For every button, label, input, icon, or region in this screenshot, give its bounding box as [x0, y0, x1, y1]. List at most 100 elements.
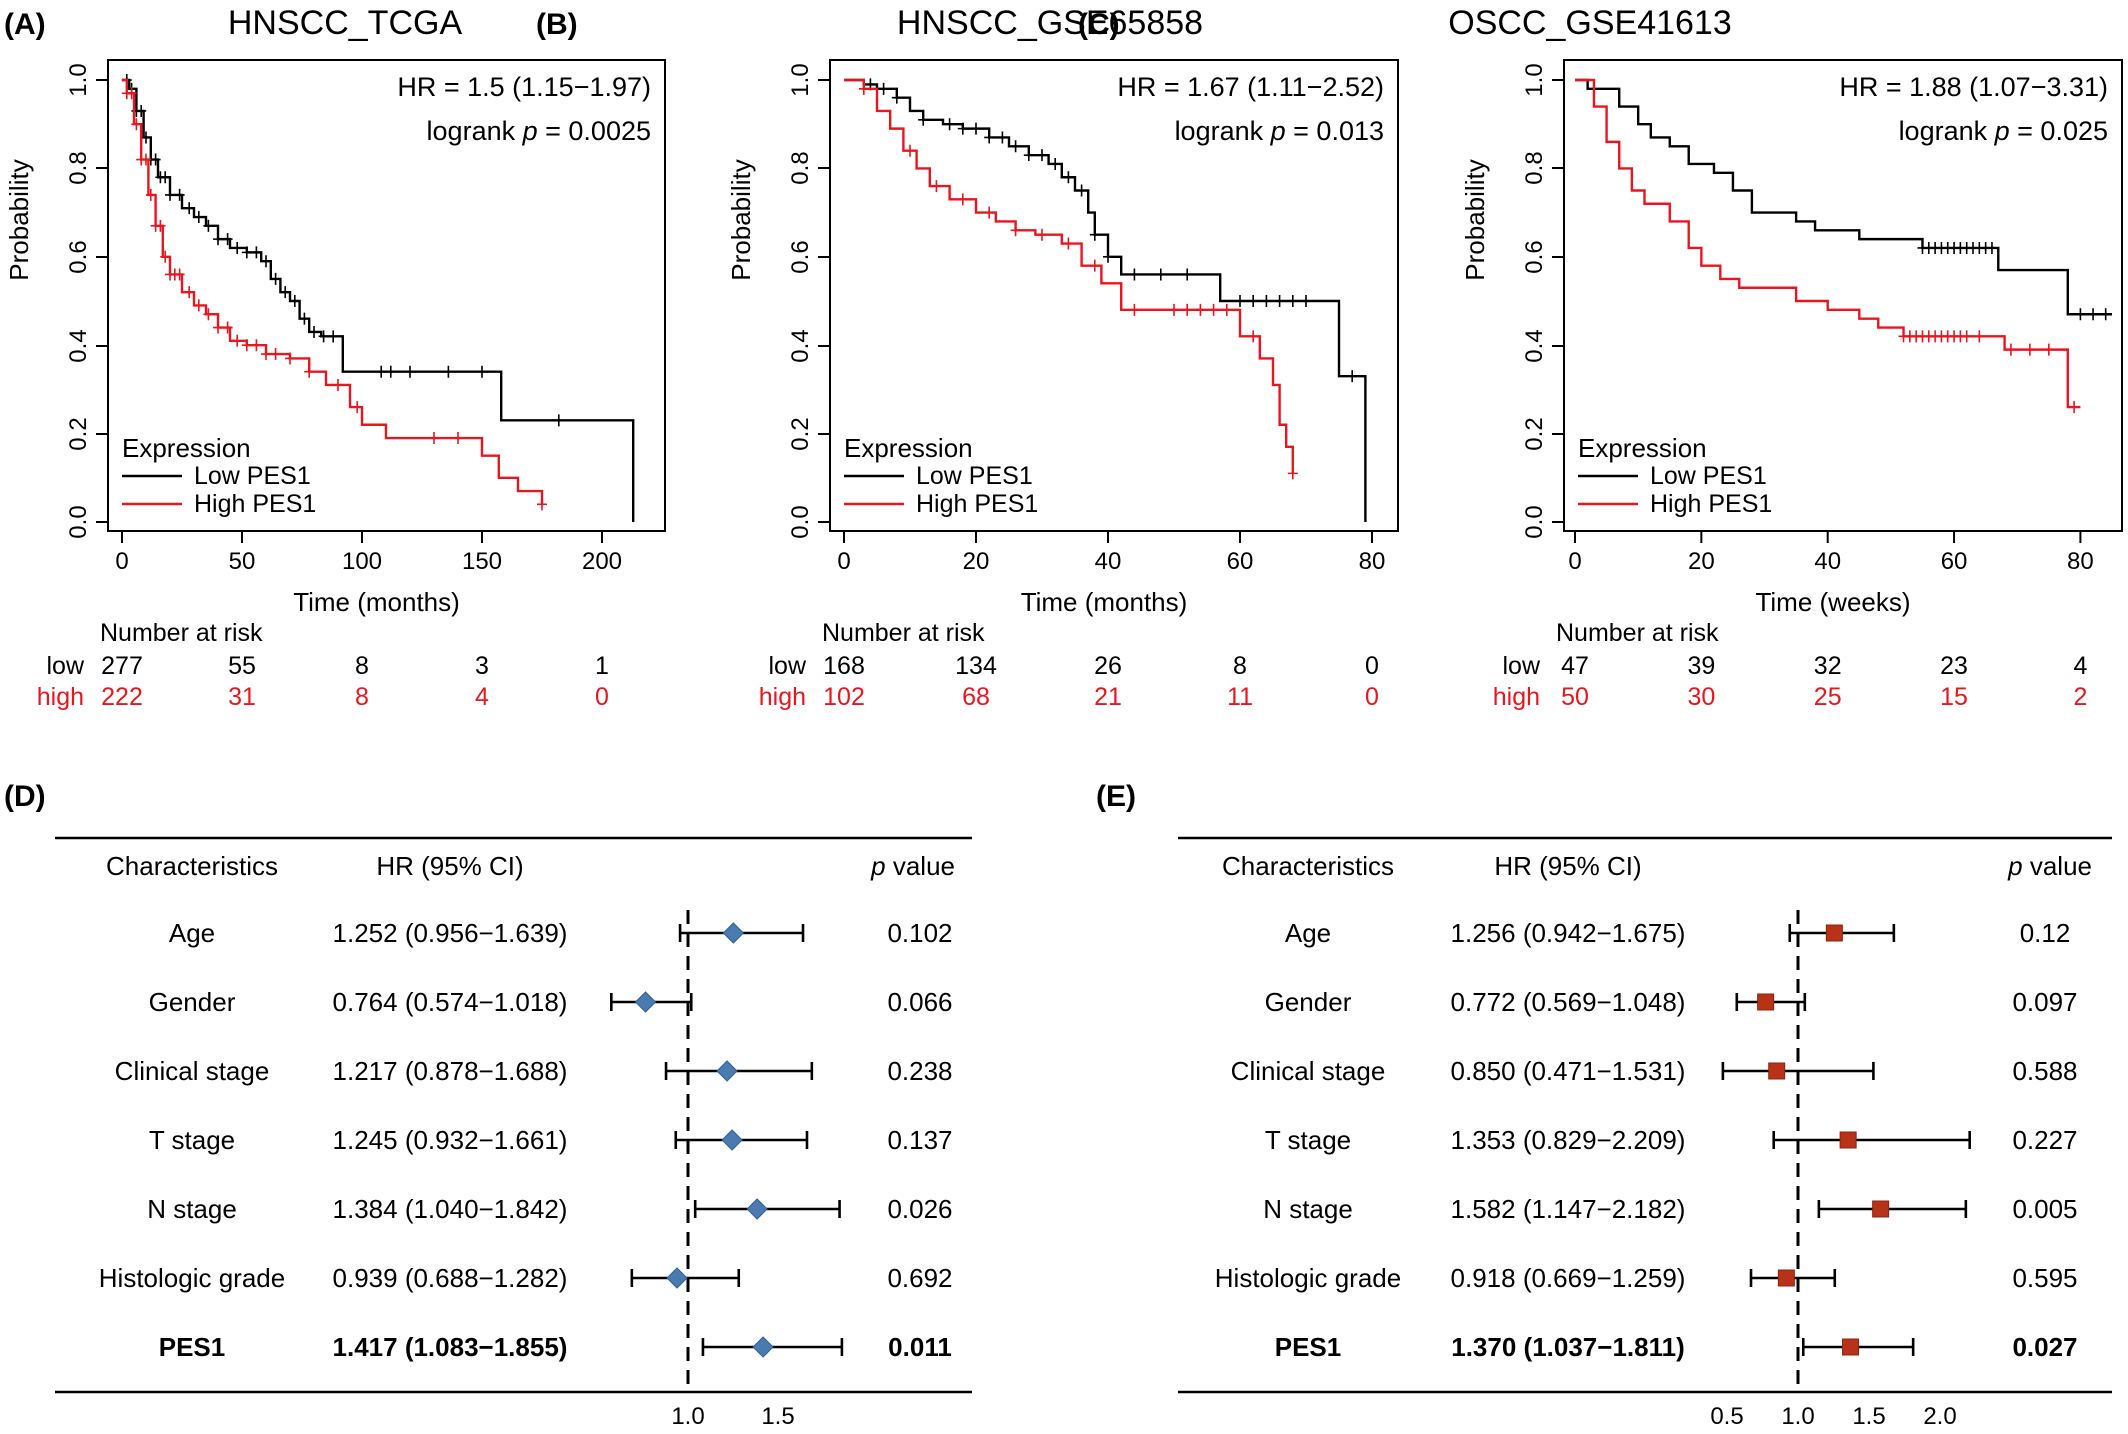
risk-row-label: high: [37, 683, 84, 711]
censor-mark: [1261, 295, 1272, 307]
censor-mark: [160, 250, 171, 263]
logrank-prefix: logrank: [1175, 116, 1271, 146]
y-tick-label: 0.4: [65, 329, 92, 362]
censor-mark: [328, 330, 339, 343]
row-characteristic: N stage: [1263, 1194, 1353, 1224]
row-characteristic: Clinical stage: [1231, 1056, 1386, 1086]
censor-mark: [241, 246, 252, 259]
p-rest: value: [886, 851, 955, 881]
censor-mark: [2069, 401, 2080, 414]
censor-mark: [429, 432, 439, 445]
row-characteristic: Histologic grade: [99, 1263, 285, 1293]
censor-mark: [270, 348, 281, 361]
row-hr-ci: 1.353 (0.829−2.209): [1451, 1125, 1686, 1155]
row-characteristic: Gender: [149, 987, 236, 1017]
row-p-value: 0.097: [2012, 987, 2077, 1017]
censor-mark: [1169, 303, 1179, 316]
row-characteristic: Clinical stage: [115, 1056, 270, 1086]
censor-mark: [1089, 228, 1100, 241]
risk-value: 21: [1094, 683, 1122, 711]
column-header-characteristics: Characteristics: [1222, 851, 1394, 881]
y-axis-label: Probability: [726, 159, 756, 280]
x-axis-label: Time (weeks): [1755, 587, 1910, 617]
risk-table-label: Number at risk: [822, 619, 985, 647]
censor-mark: [1063, 237, 1074, 250]
censor-mark: [1023, 149, 1034, 162]
censor-mark: [174, 188, 185, 201]
censor-mark: [443, 365, 454, 378]
censor-mark: [1103, 250, 1113, 263]
row-hr-ci: 1.252 (0.956−1.639): [333, 918, 568, 948]
censor-mark: [232, 334, 243, 347]
risk-value: 0: [1365, 652, 1379, 680]
risk-row-label: low: [768, 652, 806, 680]
risk-value: 23: [1940, 652, 1968, 680]
censor-mark: [1208, 303, 1219, 316]
row-characteristic: PES1: [1275, 1332, 1342, 1362]
censor-mark: [309, 325, 319, 338]
hr-marker-diamond: [666, 1267, 688, 1289]
logrank-p: p: [522, 116, 538, 146]
panel-label: (C): [1078, 8, 1120, 41]
x-tick-label: 150: [462, 548, 502, 575]
row-p-value: 0.238: [887, 1056, 952, 1086]
censor-mark: [1063, 171, 1074, 184]
hr-marker-square: [1825, 924, 1843, 942]
x-tick-label: 40: [1095, 548, 1122, 575]
panel-label: (D): [4, 780, 46, 813]
censor-mark: [2088, 308, 2099, 321]
p-rest: value: [2023, 851, 2092, 881]
x-axis-label: Time (months): [1021, 587, 1188, 617]
row-p-value: 0.011: [888, 1332, 952, 1362]
censor-mark: [280, 286, 291, 299]
censor-mark: [971, 122, 981, 135]
survival-curve-high: [844, 78, 1294, 474]
risk-value: 11: [1227, 683, 1253, 711]
plot-frame: [1563, 59, 2123, 532]
row-p-value: 0.102: [887, 918, 952, 948]
censor-mark: [270, 272, 281, 285]
y-tick-label: 0.2: [65, 417, 92, 450]
risk-value: 68: [962, 683, 990, 711]
risk-row-label: low: [46, 652, 84, 680]
legend-entry: High PES1: [916, 490, 1038, 518]
y-tick-label: 0.4: [1521, 329, 1548, 362]
km-panel-2: (C) OSCC_GSE41613 0.0 0.2 0.4 0.6 0.8 1.0 Probab…: [1078, 4, 2123, 711]
row-characteristic: Gender: [1265, 987, 1352, 1017]
column-header-p-value: p value: [870, 851, 955, 881]
censor-mark: [304, 365, 315, 378]
row-p-value: 0.027: [2012, 1332, 2077, 1362]
x-tick-label: 60: [1227, 548, 1254, 575]
risk-value: 168: [823, 652, 865, 680]
risk-value: 0: [1365, 683, 1379, 711]
legend-entry: High PES1: [1650, 490, 1772, 518]
logrank-prefix: logrank: [1899, 116, 1995, 146]
logrank-text: logrank p = 0.025: [1899, 116, 2108, 146]
censor-mark: [878, 82, 889, 95]
x-tick-label: 0.5: [1710, 1403, 1743, 1430]
censor-mark: [155, 219, 166, 232]
logrank-p: p: [1994, 116, 2010, 146]
censor-mark: [1274, 295, 1285, 307]
column-header-p-value: p value: [2007, 851, 2092, 881]
censor-mark: [553, 414, 564, 427]
risk-value: 4: [2073, 652, 2087, 680]
censor-mark: [289, 295, 300, 307]
chart-title: OSCC_GSE41613: [1448, 4, 1732, 42]
censor-mark: [1129, 268, 1140, 281]
x-tick-label: 2.0: [1923, 1403, 1956, 1430]
logrank-p: p: [1270, 116, 1286, 146]
risk-value: 15: [1940, 683, 1968, 711]
row-hr-ci: 1.370 (1.037−1.811): [1451, 1332, 1684, 1362]
y-axis-label: Probability: [1460, 159, 1490, 280]
chart-title: HNSCC_GSE65858: [897, 4, 1203, 42]
km-panel-1: (B) HNSCC_GSE65858 0.0 0.2 0.4 0.6 0.8 1.0 Proba…: [536, 4, 1399, 711]
legend-title: Expression: [122, 433, 251, 463]
row-characteristic: Histologic grade: [1215, 1263, 1401, 1293]
row-p-value: 0.005: [2012, 1194, 2077, 1224]
risk-row-label: high: [1493, 683, 1540, 711]
x-tick-label: 80: [1359, 548, 1386, 575]
logrank-value: = 0.013: [1286, 116, 1384, 146]
row-p-value: 0.595: [2012, 1263, 2077, 1293]
censor-mark: [141, 153, 151, 166]
